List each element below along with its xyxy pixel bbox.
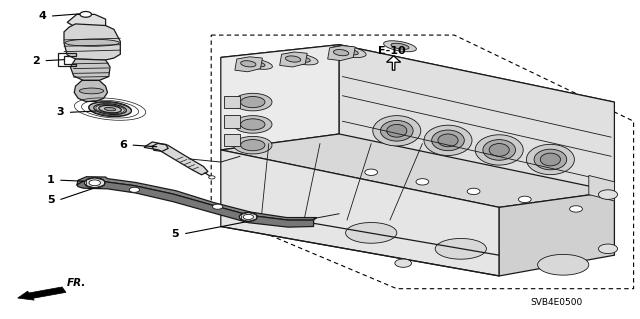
Polygon shape	[70, 59, 110, 80]
Ellipse shape	[94, 104, 126, 115]
Ellipse shape	[346, 223, 397, 243]
Ellipse shape	[285, 56, 301, 62]
Text: 6: 6	[119, 140, 127, 150]
Ellipse shape	[339, 48, 358, 55]
Circle shape	[80, 11, 92, 17]
Polygon shape	[221, 45, 614, 116]
Ellipse shape	[432, 130, 465, 151]
Polygon shape	[589, 175, 614, 201]
Text: 1: 1	[47, 175, 54, 185]
Circle shape	[89, 180, 100, 186]
Circle shape	[598, 244, 618, 254]
Ellipse shape	[241, 119, 265, 130]
Ellipse shape	[476, 135, 524, 165]
Ellipse shape	[99, 105, 122, 113]
Text: FR.: FR.	[67, 278, 86, 288]
Circle shape	[239, 212, 257, 221]
Ellipse shape	[284, 53, 318, 65]
Polygon shape	[64, 24, 120, 60]
Circle shape	[467, 188, 480, 195]
Circle shape	[212, 204, 223, 209]
Ellipse shape	[89, 102, 131, 116]
Text: E-10: E-10	[378, 46, 405, 56]
Ellipse shape	[65, 39, 120, 46]
Ellipse shape	[526, 144, 575, 175]
Ellipse shape	[332, 46, 366, 57]
Ellipse shape	[241, 139, 265, 151]
Ellipse shape	[104, 108, 116, 111]
Circle shape	[598, 190, 618, 199]
Ellipse shape	[387, 124, 407, 137]
Polygon shape	[67, 14, 106, 27]
Text: 2: 2	[32, 56, 40, 66]
Ellipse shape	[534, 149, 567, 170]
Circle shape	[518, 196, 531, 203]
Ellipse shape	[435, 238, 486, 259]
Polygon shape	[221, 150, 499, 276]
Polygon shape	[77, 177, 317, 220]
Ellipse shape	[241, 96, 265, 108]
Polygon shape	[77, 181, 314, 227]
Circle shape	[209, 176, 215, 179]
Ellipse shape	[483, 140, 516, 160]
FancyArrow shape	[18, 287, 66, 300]
Ellipse shape	[424, 125, 472, 155]
Ellipse shape	[239, 58, 273, 69]
Circle shape	[570, 206, 582, 212]
Ellipse shape	[372, 116, 421, 146]
Polygon shape	[328, 46, 355, 61]
Circle shape	[129, 187, 140, 192]
Ellipse shape	[79, 88, 104, 94]
Ellipse shape	[538, 255, 589, 275]
Polygon shape	[339, 45, 614, 255]
Polygon shape	[221, 134, 614, 207]
FancyArrow shape	[387, 56, 401, 70]
Polygon shape	[221, 45, 339, 150]
Ellipse shape	[247, 61, 265, 67]
Ellipse shape	[291, 56, 310, 62]
Ellipse shape	[438, 134, 458, 147]
Ellipse shape	[383, 41, 417, 52]
Polygon shape	[74, 80, 108, 101]
Polygon shape	[224, 134, 240, 146]
Circle shape	[84, 178, 105, 188]
Circle shape	[416, 179, 429, 185]
Text: SVB4E0500: SVB4E0500	[531, 298, 583, 307]
Ellipse shape	[391, 43, 409, 49]
Polygon shape	[224, 96, 240, 108]
Text: 5: 5	[47, 195, 54, 205]
Ellipse shape	[234, 93, 272, 111]
Circle shape	[395, 259, 412, 267]
Ellipse shape	[241, 61, 256, 67]
Ellipse shape	[380, 121, 413, 141]
Ellipse shape	[234, 136, 272, 154]
Polygon shape	[224, 115, 240, 128]
Circle shape	[243, 214, 253, 219]
Text: 4: 4	[38, 11, 46, 21]
Ellipse shape	[333, 49, 349, 56]
Ellipse shape	[234, 116, 272, 133]
Text: 5: 5	[172, 229, 179, 240]
Polygon shape	[280, 52, 307, 67]
Polygon shape	[499, 191, 614, 276]
Text: 3: 3	[56, 107, 64, 117]
Polygon shape	[144, 142, 208, 175]
Ellipse shape	[489, 144, 509, 156]
Ellipse shape	[540, 153, 561, 166]
Circle shape	[365, 169, 378, 175]
Polygon shape	[235, 57, 262, 72]
